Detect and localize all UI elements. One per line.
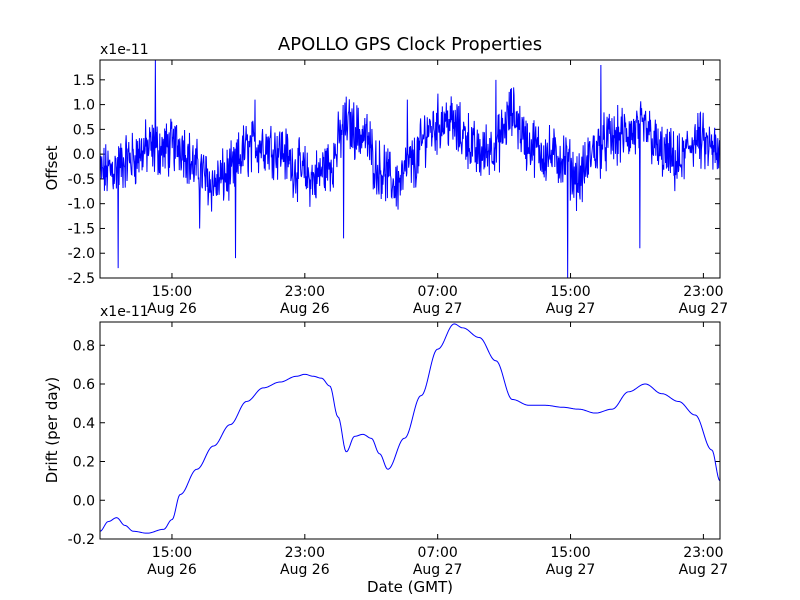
y-tick-label: 0.0 <box>73 493 95 509</box>
x-tick-time-label: 15:00 <box>550 284 590 300</box>
x-axis-label: Date (GMT) <box>367 578 453 596</box>
offset-plot-frame <box>99 59 721 279</box>
x-tick-time-label: 07:00 <box>417 284 457 300</box>
y-tick-label: -2.5 <box>68 271 95 287</box>
x-tick-time-label: 15:00 <box>152 284 192 300</box>
chart-title: APOLLO GPS Clock Properties <box>278 34 542 55</box>
drift-scale-label: x1e-11 <box>100 304 149 320</box>
x-tick-time-label: 23:00 <box>683 545 723 561</box>
offset-axis-label: Offset <box>43 145 61 190</box>
y-tick-label: 1.5 <box>73 73 95 89</box>
y-tick-label: 0.6 <box>73 377 95 393</box>
y-tick-label: 0.4 <box>73 416 95 432</box>
offset-panel: Offset x1e-11 1.5 1.0 0.5 0.0 -0.5 -1.0 -1.5 -2… <box>43 42 728 317</box>
drift-plot-frame <box>99 321 721 540</box>
y-tick-label: -1.5 <box>68 221 95 237</box>
offset-y-ticks: 1.5 1.0 0.5 0.0 -0.5 -1.0 -1.5 -2.0 -2.5 <box>68 73 720 287</box>
y-tick-label: 0.0 <box>73 147 95 163</box>
x-tick-date-label: Aug 27 <box>413 562 463 578</box>
y-tick-label: -1.0 <box>68 197 95 213</box>
x-tick-date-label: Aug 26 <box>280 301 330 317</box>
x-tick-time-label: 15:00 <box>152 545 192 561</box>
x-tick-time-label: 15:00 <box>550 545 590 561</box>
y-tick-label: -0.5 <box>68 172 95 188</box>
x-tick-date-label: Aug 26 <box>147 562 197 578</box>
x-tick-date-label: Aug 27 <box>413 301 463 317</box>
x-tick-time-label: 23:00 <box>683 284 723 300</box>
drift-axis-label: Drift (per day) <box>43 377 61 484</box>
y-tick-label: -0.2 <box>68 532 95 548</box>
y-tick-label: 1.0 <box>73 98 95 114</box>
x-tick-date-label: Aug 27 <box>546 301 596 317</box>
x-tick-date-label: Aug 27 <box>679 301 729 317</box>
x-tick-time-label: 23:00 <box>285 545 325 561</box>
offset-series-line <box>99 59 721 279</box>
drift-y-ticks: 0.8 0.6 0.4 0.2 0.0 -0.2 <box>68 338 720 548</box>
drift-series-line <box>99 323 721 534</box>
x-tick-time-label: 07:00 <box>417 545 457 561</box>
y-tick-label: 0.2 <box>73 455 95 471</box>
x-tick-date-label: Aug 27 <box>679 562 729 578</box>
drift-panel: Drift (per day) x1e-11 0.8 0.6 0.4 0.2 0.0 -0… <box>43 304 728 578</box>
y-tick-label: 0.8 <box>73 338 95 354</box>
y-tick-label: -2.0 <box>68 246 95 262</box>
y-tick-label: 0.5 <box>73 122 95 138</box>
x-tick-time-label: 23:00 <box>285 284 325 300</box>
x-tick-date-label: Aug 26 <box>280 562 330 578</box>
x-tick-date-label: Aug 27 <box>546 562 596 578</box>
x-tick-date-label: Aug 26 <box>147 301 197 317</box>
offset-scale-label: x1e-11 <box>100 42 149 58</box>
